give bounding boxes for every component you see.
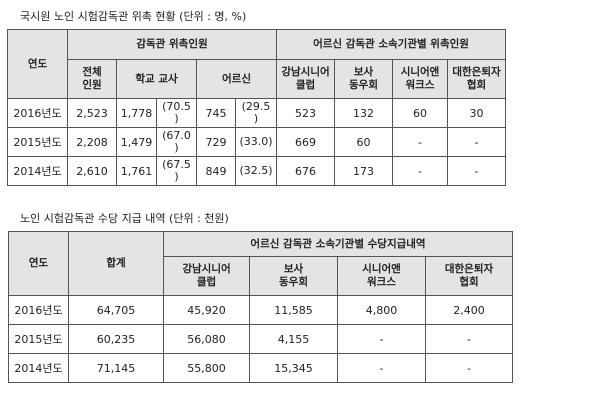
cell-teacher-pct: (67.0 ) [156, 127, 197, 157]
cell-year: 2014년도 [8, 353, 69, 383]
header-year: 연도 [8, 231, 69, 296]
cell-org3: - [392, 156, 449, 186]
cell-org4: - [447, 156, 507, 186]
cell-total: 2,610 [67, 156, 117, 186]
table-row: 2015년도 2,208 1,479 (67.0 ) 729 (33.0) 669 60- - [7, 127, 507, 157]
cell-total: 2,208 [67, 127, 117, 157]
header-total: 전체 인원 [67, 59, 117, 99]
table1-title: 국시원 노인 시험감독관 위촉 현황 (단위 : 명, %) [20, 10, 247, 23]
commission-table: 연도 감독관 위촉인원 어르신 감독관 소속기관별 위촉인원 전체 인원 학교 … [7, 29, 507, 186]
cell-elder-pct: (33.0) [234, 127, 278, 157]
cell-org2: 132 [334, 98, 394, 128]
allowance-table: 연도 합계 어르신 감독관 소속기관별 수당지급내역 강남시니어 클럽 보사 동… [8, 231, 513, 383]
cell-org1: 676 [276, 156, 336, 186]
cell-org2: 60 [334, 127, 394, 157]
cell-org2: 15,345 [249, 353, 338, 383]
table-row: 2016년도 64,705 45,920 11,585 4,800 2,400 [8, 295, 513, 325]
cell-org4: - [425, 324, 513, 354]
cell-teacher: 1,778 [116, 98, 157, 128]
cell-org2: 11,585 [249, 295, 338, 325]
cell-teacher: 1,761 [116, 156, 157, 186]
cell-teacher-pct: (67.5 ) [156, 156, 197, 186]
cell-org2: 4,155 [249, 324, 338, 354]
cell-year: 2016년도 [7, 98, 68, 128]
cell-org2: 173 [334, 156, 394, 186]
cell-teacher: 1,479 [116, 127, 157, 157]
header-year: 연도 [7, 29, 68, 99]
header-by-org: 어르신 감독관 소속기관별 수당지급내역 [163, 231, 513, 257]
cell-org3: - [337, 353, 426, 383]
table-row: 2015년도 60,235 56,080 4,155- - [8, 324, 513, 354]
cell-year: 2014년도 [7, 156, 68, 186]
cell-year: 2015년도 [8, 324, 69, 354]
cell-year: 2015년도 [7, 127, 68, 157]
table-row: 2016년도 2,523 1,778 (70.5 ) 745 (29.5 ) 523 132 6… [7, 98, 507, 128]
header-org1: 강남시니어 클럽 [163, 256, 250, 296]
header-org1: 강남시니어 클럽 [276, 59, 336, 99]
header-org4: 대한은퇴자 협회 [425, 256, 513, 296]
header-org4: 대한은퇴자 협회 [447, 59, 507, 99]
cell-org3: - [337, 324, 426, 354]
cell-elder: 745 [196, 98, 236, 128]
header-org3: 시니어앤 워크스 [392, 59, 449, 99]
table-row: 2014년도 2,610 1,761 (67.5 ) 849 (32.5) 676 173- - [7, 156, 507, 186]
cell-org4: - [425, 353, 513, 383]
cell-sum: 71,145 [68, 353, 164, 383]
cell-elder: 849 [196, 156, 236, 186]
cell-sum: 60,235 [68, 324, 164, 354]
header-org2: 보사 동우회 [249, 256, 338, 296]
cell-teacher-pct: (70.5 ) [156, 98, 197, 128]
cell-org4: - [447, 127, 507, 157]
cell-org3: 60 [392, 98, 449, 128]
header-teacher: 학교 교사 [116, 59, 197, 99]
cell-total: 2,523 [67, 98, 117, 128]
cell-org3: - [392, 127, 449, 157]
cell-org1: 55,800 [163, 353, 250, 383]
cell-org4: 2,400 [425, 295, 513, 325]
cell-elder-pct: (29.5 ) [234, 98, 278, 128]
cell-year: 2016년도 [8, 295, 69, 325]
cell-org1: 56,080 [163, 324, 250, 354]
header-org2: 보사 동우회 [334, 59, 394, 99]
header-elder: 어르신 [195, 59, 278, 99]
cell-org4: 30 [447, 98, 507, 128]
cell-elder-pct: (32.5) [234, 156, 278, 186]
header-by-org: 어르신 감독관 소속기관별 위촉인원 [276, 29, 507, 60]
table2-title: 노인 시험감독관 수당 지급 내역 (단위 : 천원) [20, 212, 229, 225]
cell-org3: 4,800 [337, 295, 426, 325]
header-commissioned: 감독관 위촉인원 [66, 29, 278, 60]
table-row: 2014년도 71,145 55,800 15,345- - [8, 353, 513, 383]
cell-elder: 729 [196, 127, 236, 157]
header-org3: 시니어앤 워크스 [337, 256, 426, 296]
header-sum: 합계 [68, 231, 164, 296]
cell-org1: 669 [276, 127, 336, 157]
cell-sum: 64,705 [68, 295, 164, 325]
cell-org1: 523 [276, 98, 336, 128]
cell-org1: 45,920 [163, 295, 250, 325]
